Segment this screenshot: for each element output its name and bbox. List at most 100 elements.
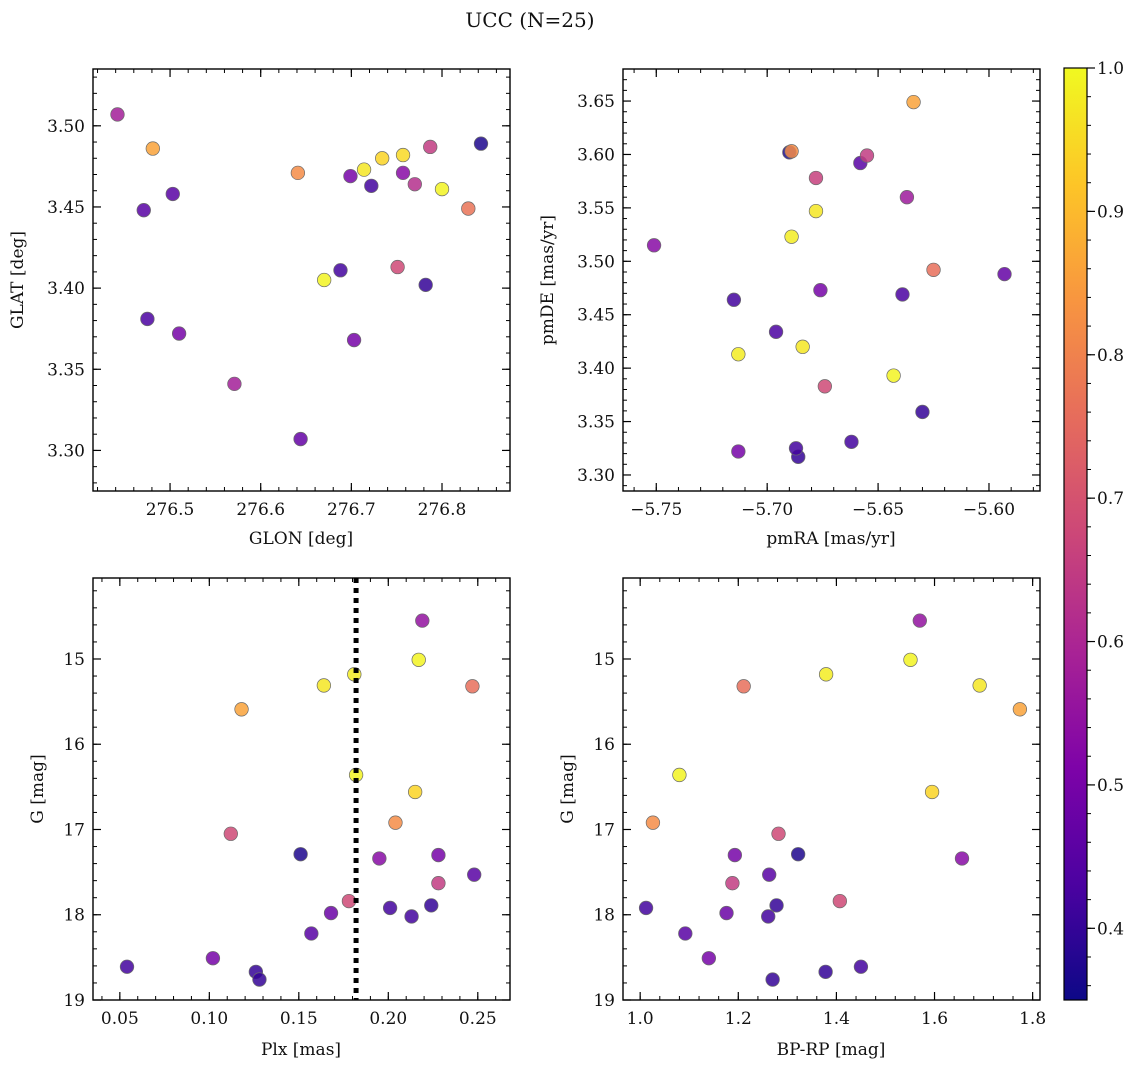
scatter-point <box>853 959 869 974</box>
scatter-point <box>859 148 875 163</box>
y-tick-label: 3.60 <box>577 145 615 165</box>
scatter-point <box>762 867 777 882</box>
y-axis-label: G [mag] <box>558 754 578 823</box>
scatter-point <box>390 259 405 275</box>
colorbar-gradient <box>1063 67 1088 1001</box>
scatter-point <box>736 679 751 694</box>
scatter-point <box>645 815 661 830</box>
y-tick-label: 18 <box>593 906 615 926</box>
scatter-point <box>954 851 970 866</box>
scatter-point <box>423 139 438 155</box>
x-tick-label: −5.70 <box>741 500 793 520</box>
y-tick-label: 3.50 <box>47 117 85 137</box>
scatter-point <box>407 177 422 192</box>
x-axis-label: BP-RP [mag] <box>777 1040 886 1060</box>
colorbar-tick-label: 0.8 <box>1097 346 1124 366</box>
scatter-point <box>769 898 784 913</box>
scatter-point <box>899 190 915 205</box>
x-tick-label: 276.7 <box>327 500 376 520</box>
scatter-point <box>726 292 742 307</box>
scatter-point <box>972 678 987 693</box>
scatter-point <box>719 905 734 921</box>
scatter-point <box>903 652 918 667</box>
plx-g-panel: Plx [mas] G [mag] 0.05 0.10 0.15 0.20 0.25 15… <box>28 577 511 1060</box>
scatter-point <box>304 926 319 941</box>
scatter-point <box>1012 702 1028 717</box>
scatter-point <box>223 826 238 841</box>
pmra-pmde-panel: pmRA [mas/yr] pmDE [mas/yr] −5.75 −5.70 −5… <box>538 68 1041 549</box>
x-axis-label: Plx [mas] <box>261 1040 341 1060</box>
colorbar-tick-label: 0.9 <box>1097 202 1124 222</box>
y-axis-label: GLAT [deg] <box>8 231 28 329</box>
scatter-point <box>293 847 308 862</box>
scatter-point <box>731 347 746 362</box>
scatter-point <box>293 431 308 447</box>
figure-title: UCC (N=25) <box>465 8 594 32</box>
x-tick-label: 276.8 <box>418 500 467 520</box>
scatter-point <box>205 951 221 966</box>
y-axis-label: G [mag] <box>28 754 48 823</box>
scatter-point <box>771 826 786 841</box>
scatter-point <box>912 613 927 628</box>
axes-frame <box>92 577 511 1001</box>
x-tick-label: 0.25 <box>459 1009 497 1029</box>
scatter-point <box>808 203 824 219</box>
scatter-point <box>818 667 834 682</box>
y-tick-label: 17 <box>593 820 615 840</box>
scatter-point <box>388 815 403 830</box>
scatter-point <box>915 404 930 420</box>
x-tick-label: −5.75 <box>630 500 682 520</box>
scatter-point <box>382 900 398 916</box>
colorbar-tick-label: 0.5 <box>1097 776 1124 796</box>
x-axis-label: pmRA [mas/yr] <box>766 529 895 549</box>
scatter-point <box>346 332 362 348</box>
scatter-point <box>415 613 430 628</box>
scatter-point <box>465 679 480 694</box>
scatter-point <box>638 900 654 916</box>
scatter-point <box>790 847 806 862</box>
y-tick-label: 19 <box>63 991 85 1011</box>
scatter-point <box>813 282 828 298</box>
scatter-point <box>411 652 426 667</box>
scatter-point <box>808 170 824 186</box>
y-tick-label: 19 <box>593 991 615 1011</box>
y-tick-label: 3.30 <box>577 466 615 486</box>
y-tick-label: 16 <box>593 735 615 755</box>
scatter-point <box>372 851 387 866</box>
scatter-point <box>333 263 348 278</box>
scatter-point <box>672 767 687 783</box>
scatter-point <box>431 847 446 863</box>
scatter-point <box>727 847 743 863</box>
scatter-point <box>895 287 910 302</box>
scatter-point <box>886 368 901 383</box>
colorbar: 0.4 0.5 0.6 0.7 0.8 0.9 1.0 <box>1063 59 1124 1001</box>
y-tick-label: 15 <box>63 650 85 670</box>
y-tick-label: 3.45 <box>47 198 85 218</box>
x-tick-label: 0.05 <box>101 1009 139 1029</box>
scatter-point <box>119 959 135 974</box>
x-tick-label: 0.10 <box>190 1009 228 1029</box>
scatter-point <box>817 379 832 394</box>
y-tick-label: 3.30 <box>47 441 85 461</box>
y-tick-label: 3.55 <box>577 199 615 219</box>
scatter-point <box>467 867 482 882</box>
x-tick-label: −5.60 <box>963 500 1015 520</box>
y-axis-label: pmDE [mas/yr] <box>538 215 558 345</box>
y-tick-label: 18 <box>63 906 85 926</box>
x-tick-label: 1.4 <box>823 1009 850 1029</box>
axes-frame <box>622 68 1041 492</box>
x-tick-label: 0.15 <box>280 1009 318 1029</box>
y-tick-label: 3.35 <box>577 413 615 433</box>
x-tick-label: 0.20 <box>369 1009 407 1029</box>
scatter-point <box>110 107 125 122</box>
scatter-point <box>646 238 662 253</box>
scatter-point <box>768 324 784 339</box>
scatter-point <box>434 181 450 197</box>
scatter-point <box>784 229 799 244</box>
x-tick-label: 1.0 <box>627 1009 654 1029</box>
scatter-point <box>461 201 476 216</box>
scatter-point <box>136 203 151 218</box>
scatter-point <box>227 376 242 392</box>
colorbar-tick-label: 1.0 <box>1097 59 1124 79</box>
y-tick-label: 3.45 <box>577 306 615 326</box>
